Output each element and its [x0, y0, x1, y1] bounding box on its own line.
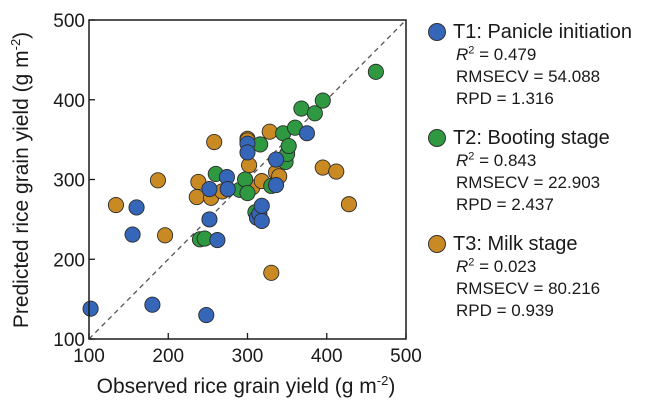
- legend-rpd-t2: RPD = 2.437: [456, 195, 554, 214]
- data-point-t3: [157, 227, 174, 244]
- data-point-t1: [267, 177, 285, 194]
- legend-rmsecv-t1: RMSECV = 54.088: [456, 67, 601, 86]
- legend-rpd-t3: RPD = 0.939: [456, 301, 554, 320]
- legend-rpd-t1: RPD = 1.316: [456, 89, 554, 108]
- data-point-t2: [239, 185, 256, 202]
- legend-marker-t1: [428, 23, 446, 41]
- data-point-t2: [237, 171, 254, 188]
- data-point-t1: [253, 197, 270, 214]
- y-tick-label: 300: [53, 171, 85, 192]
- data-points: [82, 63, 384, 324]
- data-point-t2: [367, 63, 384, 80]
- legend: T1: Panicle initiation R2 = 0.479 RMSECV…: [428, 20, 668, 338]
- axis-ticks: 100 200 300 400 500 100 200 300 400 500: [53, 11, 422, 367]
- data-point-t3: [340, 196, 357, 213]
- data-point-t3: [261, 123, 278, 140]
- one-to-one-reference-line: [88, 19, 407, 340]
- y-tick-label: 100: [53, 330, 85, 351]
- legend-entry-t3: T3: Milk stage R2 = 0.023 RMSECV = 80.21…: [428, 232, 668, 322]
- data-point-t1: [124, 226, 141, 243]
- data-point-t1: [253, 212, 270, 230]
- data-point-t2: [293, 100, 310, 117]
- legend-rmsecv-t3: RMSECV = 80.216: [456, 279, 601, 298]
- plot-frame: [88, 19, 407, 340]
- data-point-t1: [198, 307, 215, 324]
- data-point-t3: [314, 159, 331, 176]
- legend-r2-t3: R2 = 0.023: [456, 256, 537, 276]
- data-point-t2: [314, 92, 331, 109]
- x-tick-label: 200: [152, 346, 184, 367]
- legend-marker-t2: [428, 129, 446, 147]
- data-point-t3: [263, 264, 280, 281]
- legend-entry-t1: T1: Panicle initiation R2 = 0.479 RMSECV…: [428, 20, 668, 110]
- data-point-t3: [107, 196, 124, 214]
- x-tick-label: 100: [73, 346, 105, 367]
- data-point-t3: [328, 163, 345, 180]
- x-tick-label: 500: [390, 346, 422, 367]
- x-tick-label: 300: [232, 346, 264, 367]
- y-axis-title: Predicted rice grain yield (g m-2): [8, 32, 33, 328]
- x-tick-label: 400: [311, 346, 343, 367]
- legend-entry-t2: T2: Booting stage R2 = 0.843 RMSECV = 22…: [428, 126, 668, 216]
- data-point-t1: [82, 300, 99, 317]
- y-tick-label: 200: [53, 250, 85, 271]
- x-axis-title: Observed rice grain yield (g m-2): [97, 373, 396, 398]
- data-point-t1: [298, 125, 315, 142]
- y-tick-label: 400: [53, 91, 85, 112]
- data-point-t1: [267, 151, 285, 168]
- data-point-t2: [280, 137, 297, 155]
- data-point-t1: [201, 181, 218, 198]
- legend-r2-t1: R2 = 0.479: [456, 44, 537, 64]
- data-point-t1: [128, 199, 145, 216]
- legend-label-t3: T3: Milk stage: [453, 233, 578, 255]
- y-tick-label: 500: [53, 11, 85, 32]
- data-point-t1: [239, 144, 256, 161]
- data-point-t1: [209, 232, 226, 249]
- data-point-t2: [306, 105, 323, 122]
- legend-r2-t2: R2 = 0.843: [456, 150, 537, 170]
- legend-marker-t3: [428, 235, 446, 253]
- data-point-t1: [201, 211, 218, 228]
- data-point-t3: [149, 172, 166, 189]
- legend-rmsecv-t2: RMSECV = 22.903: [456, 173, 601, 192]
- legend-label-t2: T2: Booting stage: [453, 127, 610, 149]
- legend-label-t1: T1: Panicle initiation: [453, 21, 632, 43]
- data-point-t1: [144, 296, 161, 313]
- data-point-t1: [219, 181, 236, 198]
- data-point-t3: [206, 133, 223, 151]
